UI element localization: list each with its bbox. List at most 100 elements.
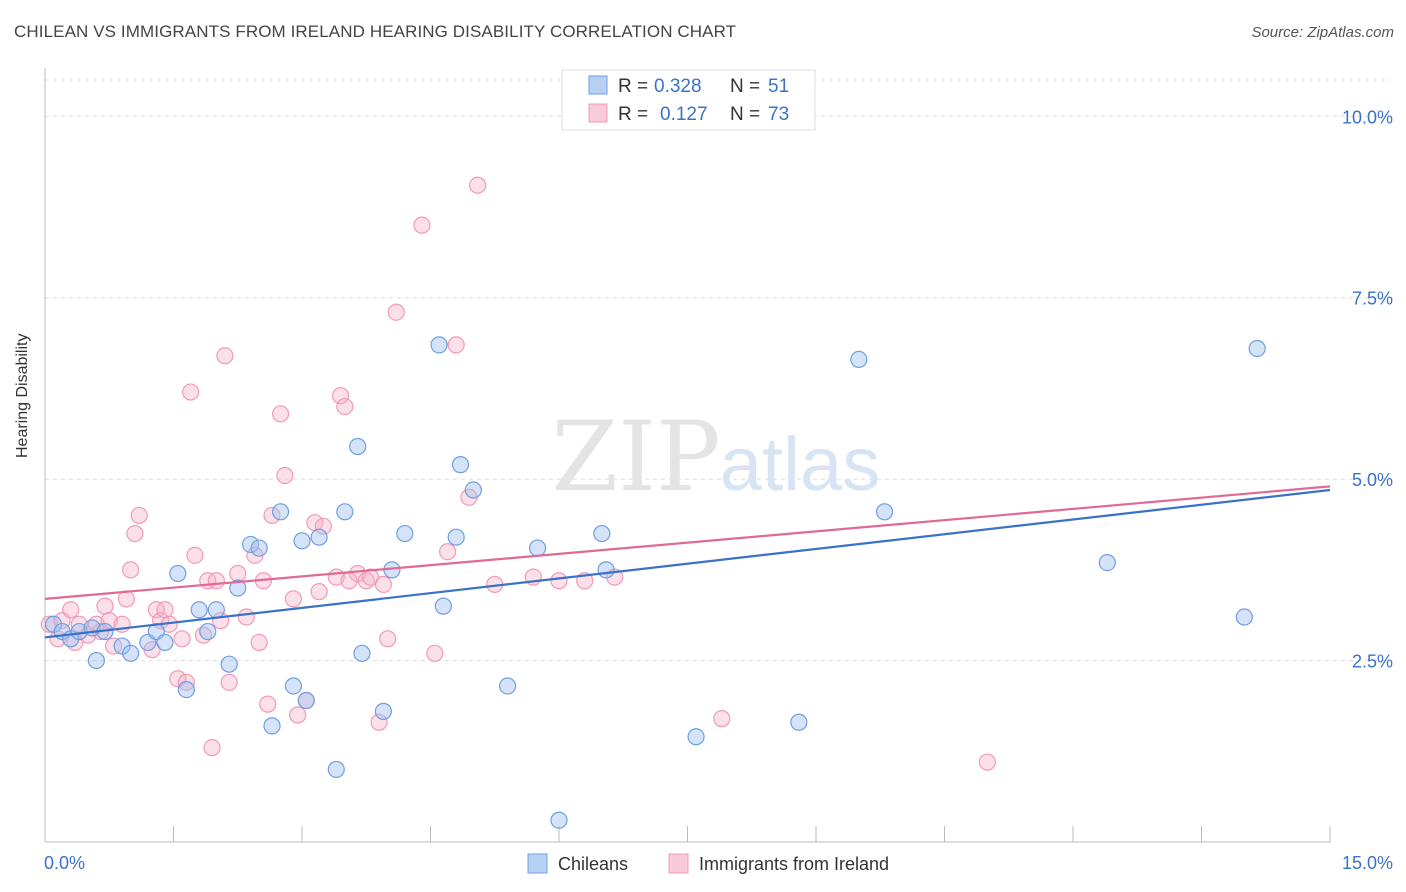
point-chileans-19 [242, 535, 260, 554]
point-ireland-39 [271, 405, 290, 423]
legend-top-r-label-1: R = [618, 76, 648, 97]
point-ireland-33 [237, 608, 255, 626]
legend-top-r-value-1: 0.328 [654, 76, 702, 97]
point-ireland-35 [250, 633, 268, 652]
point-chileans-14 [190, 601, 208, 619]
point-ireland-38 [263, 506, 281, 525]
point-ireland-59 [426, 644, 444, 662]
legend-top-swatch-chileans [588, 75, 608, 95]
point-chileans-25 [297, 691, 315, 710]
legend-top-n-label-1: N = [730, 76, 760, 97]
legend-top-swatch-ireland [588, 103, 608, 123]
source-label: Source: ZipAtlas.com [1251, 24, 1394, 41]
point-ireland-31 [220, 673, 238, 691]
point-chileans-35 [434, 597, 452, 615]
point-chileans-8 [122, 644, 140, 662]
legend-top-n-label-2: N = [730, 104, 760, 125]
point-ireland-13 [126, 524, 144, 543]
point-ireland-18 [156, 601, 174, 619]
point-chileans-45 [790, 713, 808, 731]
point-chileans-46 [850, 350, 868, 368]
y-tick-label-0: 2.5% [1352, 652, 1393, 672]
point-chileans-30 [353, 644, 371, 662]
chart-title: CHILEAN VS IMMIGRANTS FROM IRELAND HEARI… [14, 22, 737, 41]
point-ireland-24 [186, 546, 204, 564]
x-tick-label-0: 0.0% [44, 853, 85, 873]
point-chileans-12 [169, 564, 187, 583]
point-ireland-49 [336, 397, 354, 416]
series-ireland-points [40, 176, 996, 771]
point-chileans-33 [396, 524, 414, 543]
point-chileans-13 [177, 680, 195, 699]
point-ireland-37 [259, 695, 277, 713]
series-chileans-points [44, 336, 1266, 829]
point-chileans-22 [271, 503, 290, 521]
point-chileans-11 [156, 633, 174, 652]
point-chileans-31 [374, 702, 392, 720]
trend-lines [44, 485, 1331, 639]
point-chileans-36 [447, 528, 465, 546]
point-ireland-69 [713, 710, 731, 728]
legend-top: R = 0.328 N = 51 R = 0.127 N = 73 [561, 69, 816, 131]
point-ireland-0 [40, 615, 58, 633]
point-ireland-66 [550, 572, 568, 590]
point-ireland-40 [276, 466, 294, 485]
point-ireland-56 [379, 630, 397, 648]
legend-top-r-value-2: 0.127 [660, 104, 708, 125]
trend-line-ireland [44, 485, 1331, 600]
point-chileans-50 [1248, 339, 1266, 358]
point-chileans-42 [593, 524, 611, 543]
gridlines [45, 79, 1390, 662]
point-chileans-29 [349, 437, 367, 456]
point-ireland-41 [284, 590, 303, 608]
legend-top-n-value-2: 73 [768, 104, 789, 125]
point-chileans-18 [229, 579, 247, 597]
point-ireland-32 [229, 564, 247, 583]
point-chileans-16 [207, 601, 225, 619]
point-ireland-61 [447, 336, 465, 354]
point-ireland-58 [413, 216, 431, 234]
legend-bottom-label-chileans: Chileans [558, 854, 628, 874]
point-ireland-60 [439, 543, 457, 561]
point-chileans-37 [451, 456, 470, 474]
point-chileans-28 [336, 503, 354, 521]
legend-top-n-value-1: 51 [768, 76, 789, 97]
point-ireland-46 [314, 517, 333, 535]
point-chileans-41 [550, 811, 568, 829]
point-ireland-27 [203, 739, 221, 757]
point-chileans-49 [1235, 608, 1253, 626]
point-ireland-14 [130, 506, 148, 525]
point-chileans-34 [430, 336, 448, 354]
point-ireland-54 [370, 713, 388, 731]
point-ireland-53 [361, 568, 380, 586]
point-chileans-15 [199, 622, 217, 641]
legend-top-r-label-2: R = [618, 104, 648, 125]
point-chileans-21 [263, 717, 281, 735]
trend-line-chileans [44, 488, 1331, 639]
point-chileans-17 [220, 655, 238, 673]
x-tick-label-1: 15.0% [1342, 853, 1393, 873]
point-ireland-28 [207, 572, 225, 590]
point-chileans-39 [499, 677, 517, 695]
point-ireland-70 [978, 753, 996, 771]
point-chileans-47 [875, 503, 894, 521]
tick-labels: 2.5% 5.0% 7.5% 10.0% 0.0% 15.0% [44, 107, 1393, 873]
point-ireland-45 [310, 583, 328, 601]
point-ireland-3 [62, 601, 80, 619]
axes [44, 68, 1331, 843]
legend-bottom-swatch-ireland [668, 853, 689, 874]
point-chileans-23 [284, 677, 303, 695]
point-ireland-42 [289, 706, 307, 724]
point-chileans-20 [250, 539, 268, 557]
point-ireland-55 [374, 575, 392, 593]
point-ireland-30 [216, 347, 234, 365]
point-ireland-57 [387, 303, 405, 321]
point-chileans-5 [87, 651, 106, 670]
point-ireland-48 [331, 387, 350, 405]
watermark-zip: ZIP [551, 401, 720, 513]
point-chileans-27 [327, 760, 345, 779]
y-tick-label-1: 5.0% [1352, 470, 1393, 490]
point-ireland-22 [177, 673, 195, 691]
point-chileans-43 [597, 561, 615, 579]
